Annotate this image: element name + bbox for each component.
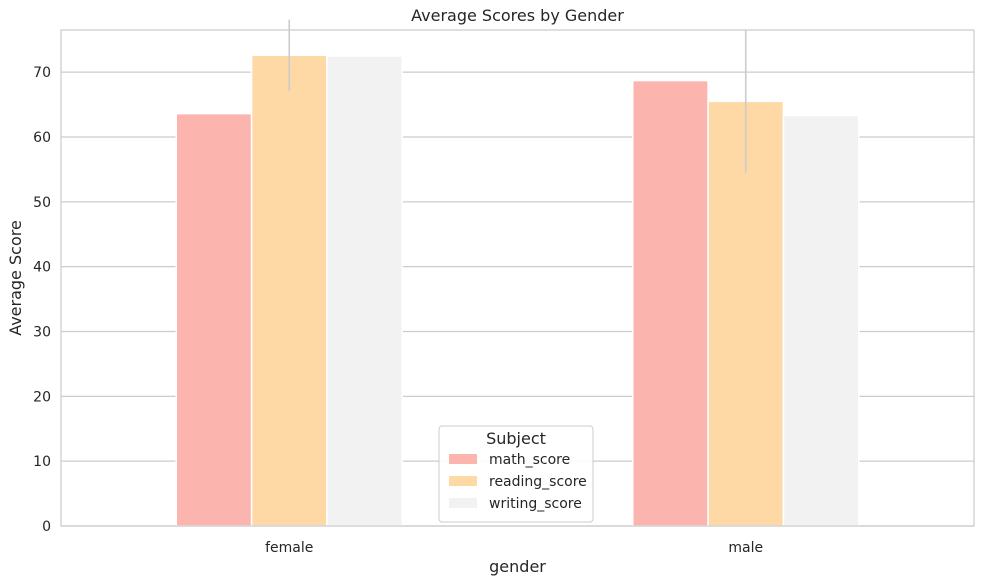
y-tick-label: 60 <box>33 130 51 146</box>
legend: Subject math_score reading_score writing_s… <box>438 425 594 523</box>
y-tick-label: 10 <box>33 454 51 470</box>
y-tick-label: 40 <box>33 260 51 276</box>
y-axis-label: Average Score <box>6 220 25 336</box>
plot-frame <box>60 29 975 527</box>
x-tick-label: female <box>265 540 313 556</box>
bar-writing_score-male <box>782 114 860 527</box>
x-tick-label: male <box>728 540 763 556</box>
bar-writing_score-female <box>326 55 403 527</box>
x-axis-label: gender <box>489 557 546 576</box>
y-tick-label: 0 <box>42 519 51 535</box>
legend-items: math_score reading_score writing_score <box>449 452 587 512</box>
legend-label-math_score: math_score <box>489 452 570 468</box>
legend-swatch-writing_score <box>449 498 477 508</box>
bar-math_score-male <box>632 79 709 527</box>
y-tick-label: 20 <box>33 389 51 405</box>
error-bars <box>288 19 747 173</box>
legend-label-reading_score: reading_score <box>489 474 587 490</box>
legend-swatch-reading_score <box>449 476 477 486</box>
y-tick-label: 30 <box>33 324 51 340</box>
bar-reading_score-female <box>250 54 328 527</box>
chart-title: Average Scores by Gender <box>411 6 624 25</box>
bar-math_score-female <box>175 112 253 527</box>
y-tick-label: 50 <box>33 195 51 211</box>
legend-title: Subject <box>486 429 546 448</box>
legend-swatch-math_score <box>449 454 477 464</box>
legend-label-writing_score: writing_score <box>489 496 582 512</box>
y-tick-labels: 0 10 20 30 40 50 60 70 <box>33 65 51 535</box>
x-tick-labels: female male <box>265 540 763 556</box>
legend-box <box>438 425 594 523</box>
y-tick-label: 70 <box>33 65 51 81</box>
